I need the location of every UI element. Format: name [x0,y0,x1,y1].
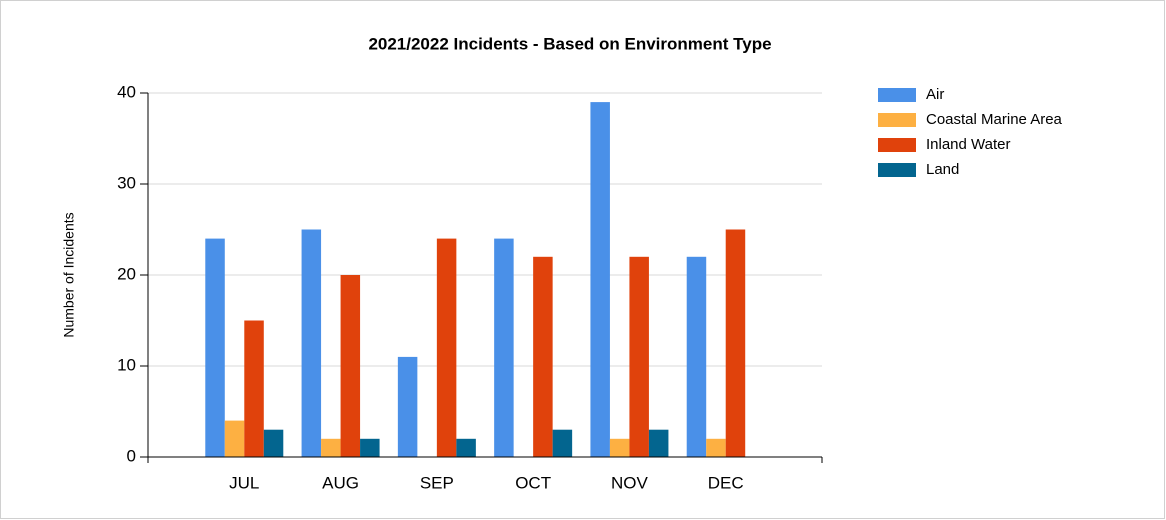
bar [205,238,225,457]
legend-swatch [878,163,916,177]
legend-label: Air [926,86,944,103]
x-tick-label: DEC [708,473,744,492]
bar [590,102,610,457]
bar [436,238,457,457]
bar [533,256,553,457]
bar [725,229,746,457]
legend-label: Inland Water [926,136,1011,153]
y-axis-label: Number of Incidents [61,212,77,337]
legend-swatch [878,88,916,102]
bar [609,438,630,457]
x-tick-label: OCT [515,473,551,492]
y-tick-label: 40 [117,82,136,101]
legend-swatch [878,113,916,127]
legend-swatch [878,138,916,152]
bar [244,320,264,457]
bar [397,356,418,457]
legend-label: Coastal Marine Area [926,111,1063,128]
bar [686,256,707,457]
x-tick-label: AUG [322,473,359,492]
bar [360,438,380,457]
bar [648,429,669,457]
x-tick-label: JUL [229,473,259,492]
bar [263,429,284,457]
bar [321,438,341,457]
x-tick-label: NOV [611,473,649,492]
bar [629,256,649,457]
x-tick-label: SEP [420,473,454,492]
y-tick-label: 30 [117,173,136,192]
y-tick-label: 20 [117,264,136,283]
bar [552,429,573,457]
bar [301,229,322,457]
bar [706,438,726,457]
bar [494,238,514,457]
y-tick-label: 0 [127,446,136,465]
legend-label: Land [926,161,959,178]
bar [340,275,361,457]
y-tick-label: 10 [117,355,136,374]
bar [224,420,245,457]
bar [456,438,476,457]
chart-title: 2021/2022 Incidents - Based on Environme… [368,34,771,53]
